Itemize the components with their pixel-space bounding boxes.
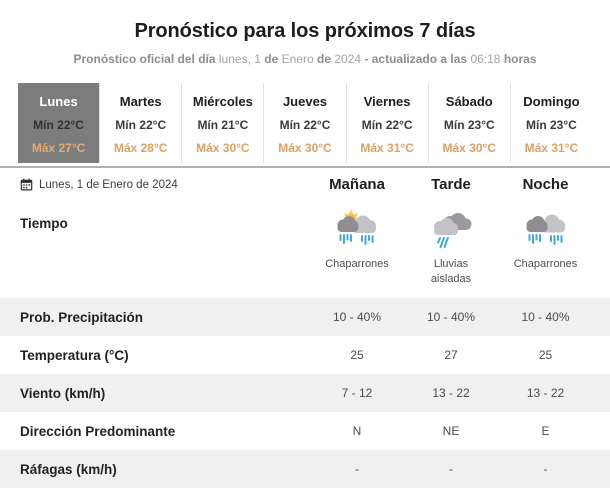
row-value: 13 - 22 <box>432 386 470 400</box>
tab-max-temp: Máx 30°C <box>278 141 332 155</box>
tab-day-name: Miércoles <box>192 94 253 109</box>
tab-max-temp: Máx 27°C <box>31 141 86 155</box>
row-value: 27 <box>444 348 458 362</box>
table-row-precipitation: Prob. Precipitación 10 - 40% 10 - 40% 10… <box>0 298 610 336</box>
tab-day-name: Viernes <box>363 94 411 109</box>
row-value: - <box>543 462 548 476</box>
table-header-row: Lunes, 1 de Enero de 2024 Mañana Tarde N… <box>0 168 610 201</box>
weather-cell-tarde: Lluvias aisladas <box>404 201 498 287</box>
day-tab-domingo[interactable]: Domingo Mín 23°C Máx 31°C <box>509 83 592 163</box>
subtitle-segment: 06:18 <box>470 52 501 66</box>
weather-row: Tiempo <box>0 201 610 298</box>
subtitle-segment: horas <box>503 52 537 66</box>
date-label-text: Lunes, 1 de Enero de 2024 <box>39 178 178 191</box>
rain-showers-sun-icon <box>337 210 376 245</box>
subtitle-segment: 2024 <box>334 52 362 66</box>
day-tab-martes[interactable]: Martes Mín 22°C Máx 28°C <box>99 83 182 163</box>
tab-day-name: Sábado <box>445 94 493 109</box>
row-value: 13 - 22 <box>526 386 565 400</box>
weather-condition-label: Chaparrones <box>513 258 578 270</box>
column-header-tarde: Tarde <box>431 176 471 193</box>
tab-min-temp: Mín 22°C <box>279 118 331 132</box>
tab-max-temp: Máx 28°C <box>113 141 168 155</box>
forecast-table: Lunes, 1 de Enero de 2024 Mañana Tarde N… <box>0 168 610 488</box>
isolated-rain-icon <box>434 213 472 248</box>
date-label: Lunes, 1 de Enero de 2024 <box>0 178 310 191</box>
column-header-noche: Noche <box>522 176 569 193</box>
tab-max-temp: Máx 31°C <box>360 141 414 155</box>
subtitle-segment: de <box>316 52 331 66</box>
table-row-wind-direction: Dirección Predominante N NE E <box>0 412 610 450</box>
page-subtitle: Pronóstico oficial del día lunes, 1 de E… <box>0 52 610 66</box>
row-label: Temperatura (°C) <box>20 347 129 363</box>
table-row-temperature: Temperatura (°C) 25 27 25 <box>0 336 610 374</box>
row-label: Dirección Predominante <box>20 423 176 439</box>
weather-condition-label: Chaparrones <box>325 258 389 270</box>
tab-min-temp: Mín 23°C <box>526 118 577 132</box>
tab-max-temp: Máx 31°C <box>524 141 579 155</box>
row-value: N <box>352 424 362 438</box>
day-tab-sabado[interactable]: Sábado Mín 23°C Máx 30°C <box>427 83 510 163</box>
row-value: NE <box>442 424 460 438</box>
row-value: 10 - 40% <box>332 310 382 324</box>
table-row-wind: Viento (km/h) 7 - 12 13 - 22 13 - 22 <box>0 374 610 412</box>
tab-max-temp: Máx 30°C <box>442 141 497 155</box>
subtitle-segment: Pronóstico oficial del día <box>73 52 216 66</box>
row-value: - <box>355 462 359 476</box>
tab-min-temp: Mín 22°C <box>33 118 84 132</box>
row-value: - <box>449 462 453 476</box>
day-tab-viernes[interactable]: Viernes Mín 22°C Máx 31°C <box>345 83 428 163</box>
day-tabs: Lunes Mín 22°C Máx 27°C Martes Mín 22°C … <box>18 83 592 163</box>
subtitle-segment: - actualizado a las <box>364 52 468 66</box>
row-value: 10 - 40% <box>426 310 476 324</box>
column-header-manana: Mañana <box>329 176 385 193</box>
tabs-divider <box>0 166 610 168</box>
row-value: E <box>541 424 550 438</box>
row-value: 25 <box>350 348 364 362</box>
tab-min-temp: Mín 22°C <box>115 118 167 132</box>
tab-min-temp: Mín 23°C <box>443 118 495 132</box>
calendar-icon <box>20 178 33 191</box>
weather-cell-manana: Chaparrones <box>310 201 404 272</box>
tab-day-name: Domingo <box>523 94 580 109</box>
row-label: Prob. Precipitación <box>20 309 144 325</box>
table-row-gusts: Ráfagas (km/h) - - - <box>0 450 610 488</box>
tab-min-temp: Mín 22°C <box>361 118 413 132</box>
tab-min-temp: Mín 21°C <box>197 118 249 132</box>
weather-condition-label: Lluvias aisladas <box>430 258 472 285</box>
row-value: 25 <box>538 348 553 362</box>
tab-day-name: Martes <box>119 94 162 109</box>
day-tab-lunes[interactable]: Lunes Mín 22°C Máx 27°C <box>18 83 100 163</box>
weather-cell-noche: Chaparrones <box>498 201 593 272</box>
weather-row-label: Tiempo <box>20 216 68 231</box>
tab-day-name: Jueves <box>282 94 328 109</box>
tab-day-name: Lunes <box>39 94 78 109</box>
row-label: Ráfagas (km/h) <box>20 461 117 477</box>
day-tab-miercoles[interactable]: Miércoles Mín 21°C Máx 30°C <box>181 83 264 163</box>
subtitle-segment: lunes, 1 <box>218 52 261 66</box>
tab-max-temp: Máx 30°C <box>196 141 250 155</box>
row-value: 10 - 40% <box>521 310 570 324</box>
page-title: Pronóstico para los próximos 7 días <box>134 20 476 42</box>
row-value: 7 - 12 <box>341 386 373 400</box>
subtitle-segment: Enero <box>281 52 314 66</box>
day-tab-jueves[interactable]: Jueves Mín 22°C Máx 30°C <box>263 83 346 163</box>
row-label: Viento (km/h) <box>20 385 106 401</box>
rain-showers-icon <box>526 214 565 245</box>
subtitle-segment: de <box>264 52 279 66</box>
